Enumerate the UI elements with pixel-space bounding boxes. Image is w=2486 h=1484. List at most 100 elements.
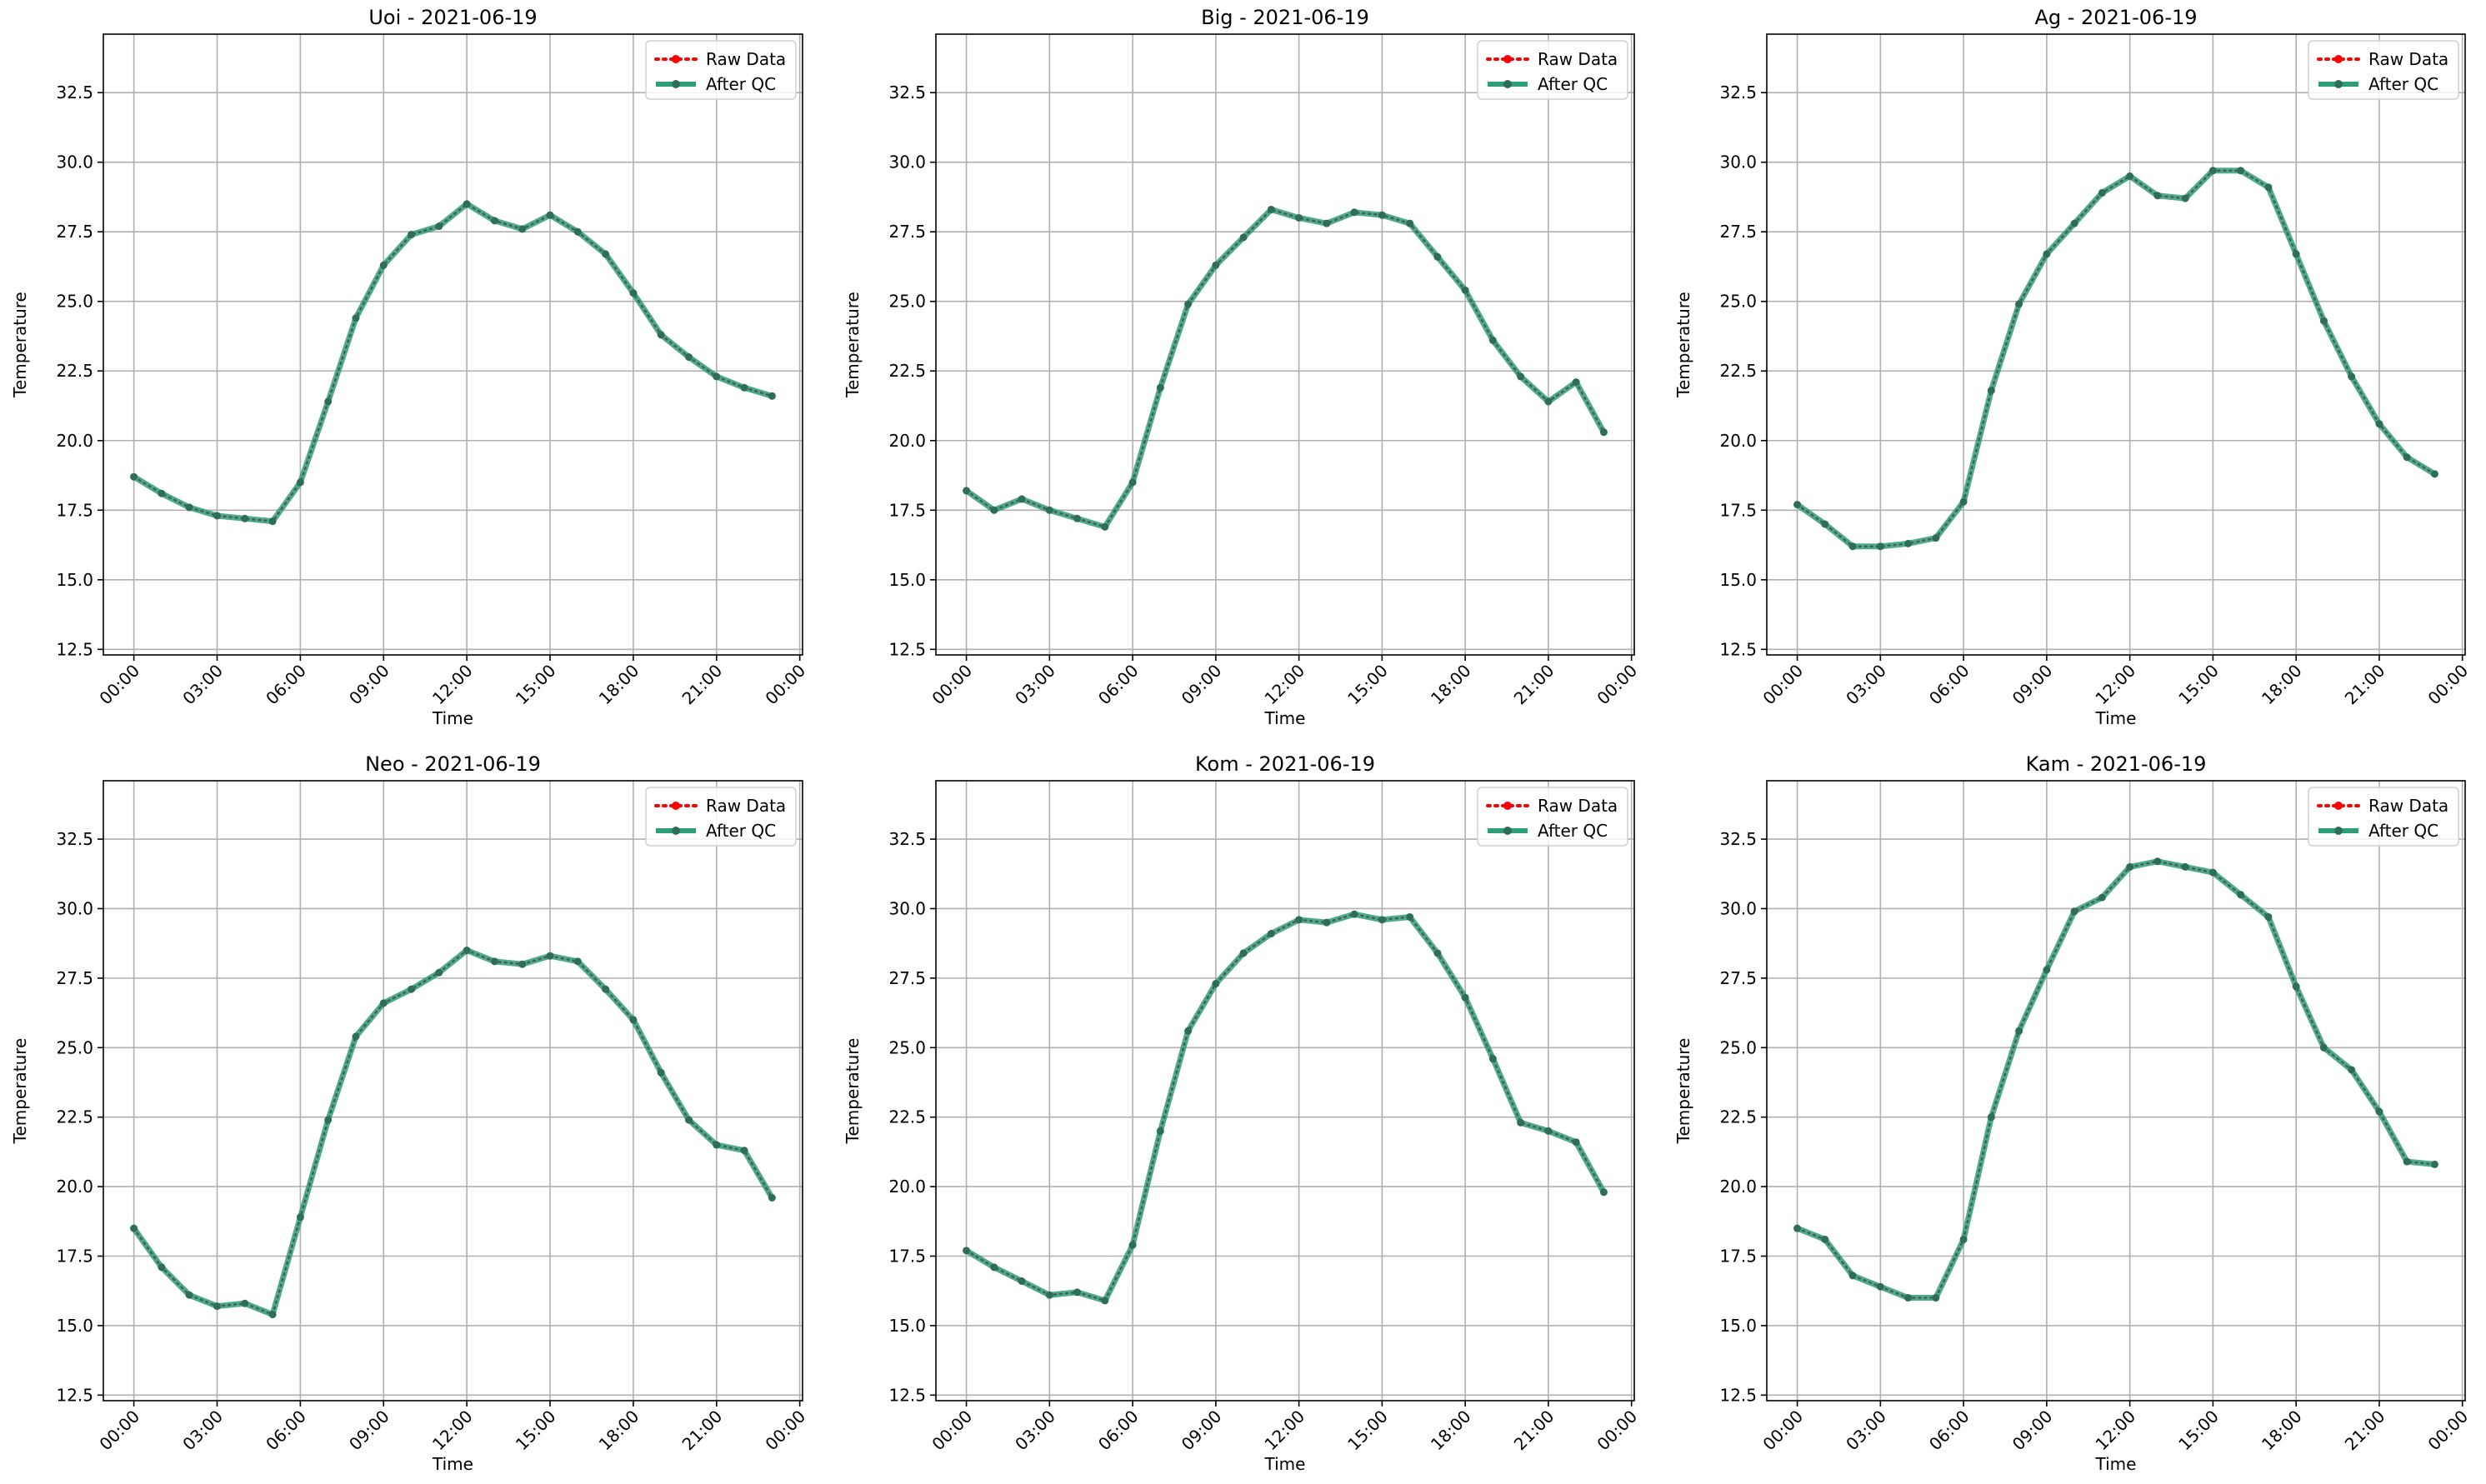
y-tick-label: 17.5: [1719, 500, 1757, 520]
data-point: [1350, 208, 1358, 217]
data-point: [1239, 949, 1248, 957]
legend-marker-raw-data: [1503, 802, 1512, 810]
data-point: [1073, 514, 1082, 522]
y-tick-label: 27.5: [888, 968, 926, 988]
data-point: [2237, 891, 2245, 899]
data-point: [2098, 893, 2106, 902]
y-tick-label: 30.0: [888, 898, 926, 918]
y-tick-label: 20.0: [1719, 431, 1757, 451]
x-tick-label: 09:00: [1178, 1407, 1226, 1455]
data-point: [1433, 252, 1442, 261]
data-point: [1461, 993, 1469, 1002]
y-tick-label: 12.5: [56, 639, 93, 659]
data-point: [158, 489, 166, 497]
data-point: [1323, 918, 1331, 927]
x-tick-label: 18:00: [2258, 1407, 2306, 1455]
data-point: [490, 957, 498, 966]
data-point: [1101, 522, 1109, 531]
y-tick-label: 30.0: [56, 152, 93, 172]
y-tick-label: 17.5: [56, 500, 93, 520]
data-point: [130, 472, 138, 481]
data-point: [546, 211, 554, 219]
x-tick-label: 00:00: [2423, 661, 2472, 709]
legend-marker-raw-data: [672, 55, 680, 63]
data-point: [213, 512, 222, 520]
y-tick-label: 25.0: [1719, 1037, 1757, 1057]
y-tick-label: 25.0: [888, 1037, 926, 1057]
data-point: [296, 478, 304, 487]
x-tick-label: 06:00: [1925, 661, 1973, 709]
legend-label-raw-data: Raw Data: [1538, 49, 1618, 69]
x-tick-label: 12:00: [1260, 661, 1308, 709]
legend-label-after-qc: After QC: [706, 821, 776, 841]
data-point: [463, 200, 471, 208]
data-point: [1821, 1235, 1829, 1243]
data-point: [1267, 929, 1275, 937]
data-point: [546, 952, 554, 960]
data-point: [2264, 183, 2273, 192]
legend-label-raw-data: Raw Data: [1538, 796, 1618, 816]
data-point: [2403, 1157, 2411, 1166]
x-axis-label: Time: [432, 708, 473, 728]
y-tick-label: 15.0: [888, 570, 926, 590]
plot-frame: [103, 780, 803, 1402]
legend-label-after-qc: After QC: [706, 74, 776, 94]
y-tick-label: 32.5: [888, 829, 926, 849]
x-tick-label: 15:00: [512, 1407, 560, 1455]
data-point: [1488, 1055, 1497, 1063]
y-tick-label: 17.5: [888, 500, 926, 520]
data-point: [185, 503, 193, 512]
data-point: [185, 1291, 193, 1299]
legend-marker-after-qc: [672, 80, 680, 88]
y-tick-label: 22.5: [1719, 1107, 1757, 1127]
data-point: [684, 1116, 693, 1124]
y-tick-label: 12.5: [888, 1385, 926, 1405]
x-tick-label: 21:00: [2341, 1407, 2389, 1455]
data-point: [1793, 501, 1802, 509]
x-tick-label: 00:00: [1593, 1407, 1641, 1455]
chart-panel: 12.5 15.0 17.5 20.0 22.5 25.0 27.5 30.0 32.5 00:0…: [1673, 752, 2472, 1474]
data-point: [352, 1032, 360, 1041]
y-tick-label: 20.0: [888, 1177, 926, 1197]
y-tick-label: 20.0: [56, 431, 93, 451]
data-point: [963, 487, 971, 495]
x-axis-label: Time: [2095, 1454, 2137, 1474]
x-tick-label: 00:00: [1758, 1407, 1807, 1455]
x-tick-label: 12:00: [428, 1407, 477, 1455]
data-point: [1018, 495, 1026, 503]
x-tick-label: 12:00: [428, 661, 477, 709]
data-point: [2208, 167, 2217, 175]
data-point: [241, 514, 249, 522]
data-point: [1904, 1294, 1913, 1302]
x-tick-label: 18:00: [1427, 661, 1475, 709]
data-point: [1793, 1224, 1802, 1232]
data-point: [518, 225, 527, 233]
data-point: [573, 227, 582, 236]
data-point: [490, 217, 498, 225]
data-point: [1350, 910, 1358, 918]
legend-label-raw-data: Raw Data: [2368, 49, 2448, 69]
data-point: [2292, 982, 2300, 991]
y-tick-label: 12.5: [1719, 1385, 1757, 1405]
data-point: [2430, 1160, 2438, 1168]
data-point: [2348, 372, 2356, 381]
x-tick-label: 00:00: [928, 661, 976, 709]
data-point: [1987, 387, 1995, 395]
data-point: [2208, 868, 2217, 877]
data-point: [1517, 372, 1525, 381]
data-point: [352, 314, 360, 322]
data-point: [1848, 542, 1857, 551]
data-point: [1018, 1277, 1026, 1286]
y-tick-label: 15.0: [56, 1316, 93, 1336]
y-tick-label: 15.0: [1719, 570, 1757, 590]
y-tick-label: 30.0: [888, 152, 926, 172]
legend-label-after-qc: After QC: [2368, 821, 2438, 841]
x-tick-label: 21:00: [2341, 661, 2389, 709]
y-tick-label: 32.5: [1719, 829, 1757, 849]
y-tick-label: 20.0: [56, 1177, 93, 1197]
data-point: [1932, 1294, 1940, 1302]
data-point: [1848, 1272, 1857, 1280]
x-tick-label: 18:00: [1427, 1407, 1475, 1455]
x-tick-label: 03:00: [1842, 1407, 1890, 1455]
